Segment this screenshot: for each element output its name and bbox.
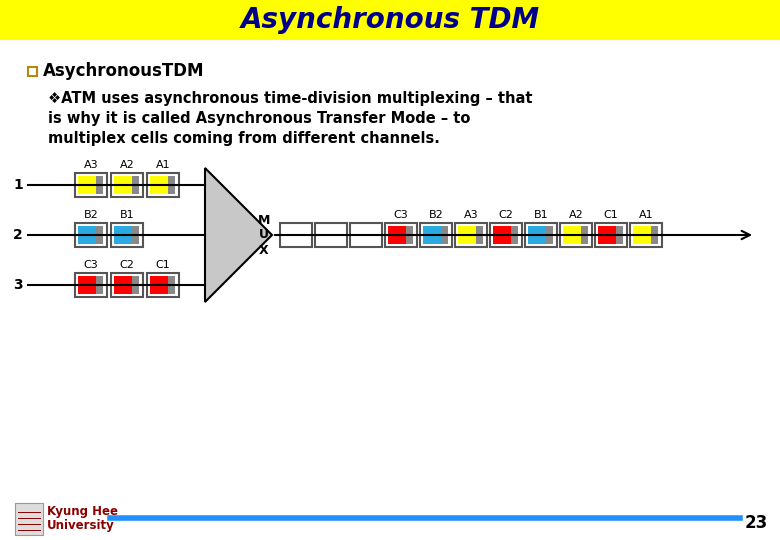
Bar <box>581 226 588 244</box>
Bar <box>455 223 487 247</box>
Bar <box>315 223 347 247</box>
Bar <box>546 226 553 244</box>
Bar <box>476 226 483 244</box>
Text: C2: C2 <box>119 260 134 270</box>
Bar <box>78 276 96 294</box>
Text: 23: 23 <box>745 514 768 532</box>
Bar <box>385 223 417 247</box>
Bar <box>75 173 107 197</box>
Bar <box>132 176 139 194</box>
Bar <box>96 176 103 194</box>
Bar <box>168 276 175 294</box>
Bar <box>78 176 96 194</box>
Text: Asynchronous TDM: Asynchronous TDM <box>240 6 540 34</box>
Text: B1: B1 <box>119 210 134 220</box>
Text: C1: C1 <box>156 260 170 270</box>
Bar <box>388 226 406 244</box>
Text: A2: A2 <box>119 160 134 170</box>
Bar <box>420 223 452 247</box>
Bar <box>132 276 139 294</box>
Bar <box>563 226 581 244</box>
Bar <box>111 223 143 247</box>
Bar <box>168 176 175 194</box>
Text: 3: 3 <box>13 278 23 292</box>
Text: A3: A3 <box>83 160 98 170</box>
Text: B2: B2 <box>83 210 98 220</box>
Bar <box>15 503 43 535</box>
Bar <box>114 226 132 244</box>
Bar <box>528 226 546 244</box>
Bar <box>96 226 103 244</box>
Bar <box>458 226 476 244</box>
Bar <box>511 226 518 244</box>
Text: 2: 2 <box>13 228 23 242</box>
Bar <box>150 176 168 194</box>
Text: A2: A2 <box>569 210 583 220</box>
Bar <box>633 226 651 244</box>
Bar <box>598 226 616 244</box>
Text: C1: C1 <box>604 210 619 220</box>
Text: B2: B2 <box>429 210 443 220</box>
Bar <box>147 273 179 297</box>
Bar <box>96 276 103 294</box>
Bar <box>147 173 179 197</box>
Text: 1: 1 <box>13 178 23 192</box>
Text: C3: C3 <box>83 260 98 270</box>
Bar <box>132 226 139 244</box>
Bar <box>651 226 658 244</box>
Bar <box>0 0 780 40</box>
Bar <box>111 173 143 197</box>
Bar <box>111 273 143 297</box>
Bar <box>525 223 557 247</box>
Bar <box>616 226 623 244</box>
Bar <box>630 223 662 247</box>
Bar <box>75 273 107 297</box>
Bar <box>441 226 448 244</box>
Bar <box>78 226 96 244</box>
Text: Kyung Hee: Kyung Hee <box>47 505 118 518</box>
Text: A1: A1 <box>639 210 654 220</box>
Bar <box>350 223 382 247</box>
Text: A1: A1 <box>156 160 170 170</box>
Text: B1: B1 <box>534 210 548 220</box>
Bar <box>28 67 37 76</box>
Bar <box>114 176 132 194</box>
Polygon shape <box>205 168 272 302</box>
Bar <box>280 223 312 247</box>
Bar <box>114 276 132 294</box>
Bar <box>423 226 441 244</box>
Bar <box>490 223 522 247</box>
Text: AsychronousTDM: AsychronousTDM <box>43 63 204 80</box>
Bar <box>150 276 168 294</box>
Bar <box>493 226 511 244</box>
Text: C3: C3 <box>394 210 409 220</box>
Bar <box>406 226 413 244</box>
Text: M
U
X: M U X <box>257 213 270 256</box>
Text: multiplex cells coming from different channels.: multiplex cells coming from different ch… <box>48 131 440 145</box>
Text: University: University <box>47 518 115 531</box>
Bar <box>560 223 592 247</box>
Text: is why it is called Asynchronous Transfer Mode – to: is why it is called Asynchronous Transfe… <box>48 111 470 125</box>
Bar <box>595 223 627 247</box>
Text: A3: A3 <box>463 210 478 220</box>
Text: ❖ATM uses asynchronous time-division multiplexing – that: ❖ATM uses asynchronous time-division mul… <box>48 91 533 105</box>
Bar <box>75 223 107 247</box>
Text: C2: C2 <box>498 210 513 220</box>
